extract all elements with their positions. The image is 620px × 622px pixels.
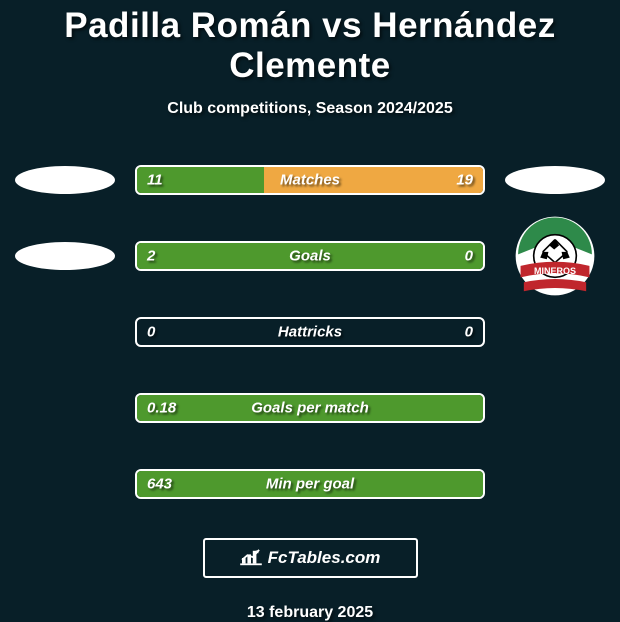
stat-label: Min per goal — [266, 476, 354, 493]
page-subtitle: Club competitions, Season 2024/2025 — [0, 100, 620, 118]
placeholder-image — [15, 166, 115, 194]
stat-left-value: 0 — [147, 324, 155, 341]
stat-right-value: 19 — [456, 172, 473, 189]
stat-left-value: 11 — [147, 172, 163, 189]
stat-row: 643 Min per goal — [0, 454, 620, 514]
stat-label: Hattricks — [278, 324, 342, 341]
stat-bar-gpm: 0.18 Goals per match — [135, 393, 485, 423]
player-right-photo-1 — [505, 150, 605, 210]
placeholder-image — [15, 242, 115, 270]
stat-row: 0.18 Goals per match — [0, 378, 620, 438]
club-badge-svg: MINEROS — [514, 215, 596, 297]
stat-bar-matches: 11 Matches 19 — [135, 165, 485, 195]
player-left-photo-1 — [15, 150, 115, 210]
stat-label: Goals — [289, 248, 331, 265]
stat-row: 11 Matches 19 — [0, 150, 620, 210]
player-left-photo-2 — [15, 226, 115, 286]
stat-label: Matches — [280, 172, 340, 189]
chart-icon — [240, 549, 262, 567]
stat-bar-mpg: 643 Min per goal — [135, 469, 485, 499]
stat-bar-goals: 2 Goals 0 — [135, 241, 485, 271]
comparison-card: Padilla Román vs Hernández Clemente Club… — [0, 0, 620, 580]
stat-row: 0 Hattricks 0 — [0, 302, 620, 362]
spacer-left — [15, 378, 115, 438]
placeholder-image — [505, 166, 605, 194]
spacer-right — [505, 302, 605, 362]
watermark-text: FcTables.com — [268, 548, 381, 568]
stat-left-value: 0.18 — [147, 400, 176, 417]
footer-block: FcTables.com 13 february 2025 — [0, 530, 620, 622]
stat-label: Goals per match — [251, 400, 369, 417]
spacer-left — [15, 454, 115, 514]
stat-left-value: 2 — [147, 248, 155, 265]
club-badge-text: MINEROS — [534, 266, 576, 276]
date-text: 13 february 2025 — [247, 604, 373, 622]
stat-right-value: 0 — [465, 324, 473, 341]
club-badge-right: MINEROS — [505, 226, 605, 286]
stat-bar-hattricks: 0 Hattricks 0 — [135, 317, 485, 347]
stat-left-value: 643 — [147, 476, 172, 493]
watermark-box: FcTables.com — [203, 538, 418, 578]
stat-right-value: 0 — [465, 248, 473, 265]
page-title: Padilla Román vs Hernández Clemente — [0, 6, 620, 86]
stat-row: 2 Goals 0 MINEROS — [0, 226, 620, 286]
spacer-left — [15, 302, 115, 362]
spacer-right — [505, 378, 605, 438]
spacer-right — [505, 454, 605, 514]
